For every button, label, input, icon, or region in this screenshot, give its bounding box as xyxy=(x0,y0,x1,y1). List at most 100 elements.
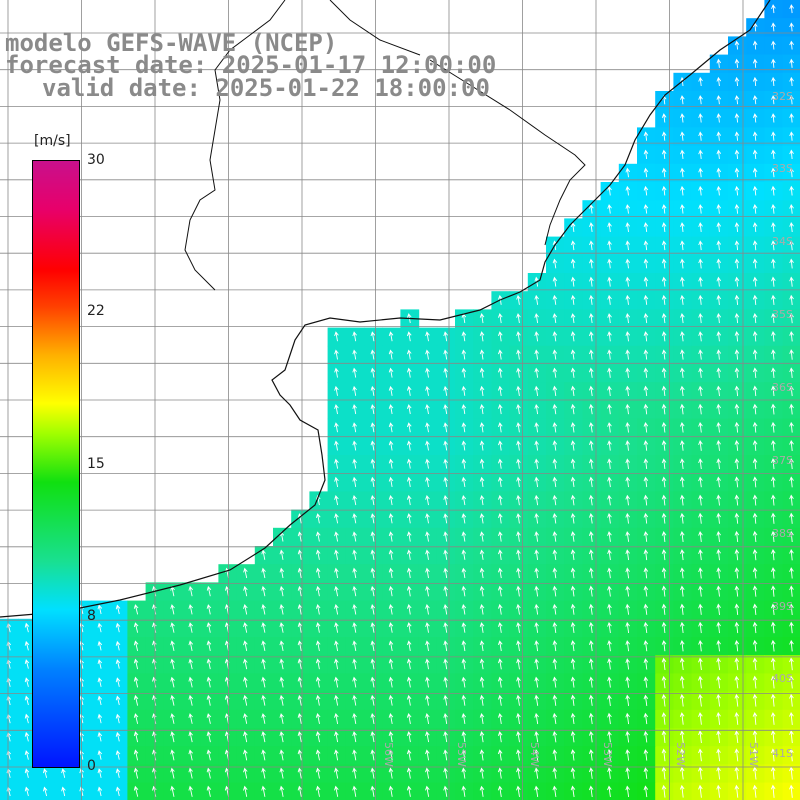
wind-arrow xyxy=(643,331,649,342)
wind-arrow xyxy=(261,585,266,597)
wind-arrow xyxy=(716,458,721,470)
wind-arrow xyxy=(570,712,576,725)
wind-arrow xyxy=(370,603,376,615)
wind-arrow xyxy=(552,621,558,633)
wind-arrow xyxy=(588,458,594,469)
wind-arrow xyxy=(789,639,794,652)
wind-arrow xyxy=(425,349,430,360)
wind-arrow xyxy=(716,657,721,671)
wind-arrow xyxy=(698,639,703,652)
wind-arrow xyxy=(770,549,776,561)
wind-arrow xyxy=(770,766,776,780)
wind-arrow xyxy=(243,567,248,579)
wind-arrow xyxy=(133,658,139,670)
wind-arrow xyxy=(425,476,430,487)
wind-arrow xyxy=(352,476,357,487)
wind-arrow xyxy=(352,731,357,743)
wind-arrow xyxy=(352,494,357,506)
wind-arrow xyxy=(607,313,612,324)
wind-arrow xyxy=(625,567,630,579)
wind-arrow xyxy=(552,476,558,488)
wind-arrow xyxy=(643,167,649,178)
wind-arrow xyxy=(588,785,594,798)
wind-arrow xyxy=(297,585,303,597)
wind-arrow xyxy=(643,204,649,214)
wind-arrow xyxy=(661,276,667,287)
wind-arrow xyxy=(752,40,758,50)
wind-arrow xyxy=(461,476,467,487)
wind-arrow xyxy=(789,585,794,597)
wind-arrow xyxy=(497,513,503,524)
wind-arrow xyxy=(334,785,339,797)
wind-arrow xyxy=(771,95,776,105)
wind-arrow xyxy=(625,658,630,670)
wind-arrow xyxy=(497,603,503,615)
wind-arrow xyxy=(789,567,794,579)
wind-arrow xyxy=(734,222,740,232)
wind-arrow xyxy=(716,603,721,615)
wind-arrow xyxy=(625,258,631,269)
wind-arrow xyxy=(789,766,794,780)
wind-arrow xyxy=(643,222,649,232)
wind-arrow xyxy=(552,640,558,652)
wind-arrow xyxy=(752,331,758,342)
wind-arrow xyxy=(698,113,703,123)
wind-arrow xyxy=(698,693,703,707)
wind-arrow xyxy=(388,458,394,469)
wind-arrow xyxy=(679,621,685,634)
wind-arrow xyxy=(661,294,667,305)
wind-arrow xyxy=(716,476,721,488)
wind-arrow xyxy=(334,349,339,360)
wind-arrow xyxy=(625,222,631,232)
wind-arrow xyxy=(789,258,794,269)
wind-arrow xyxy=(352,404,357,415)
wind-arrow xyxy=(752,693,758,707)
wind-arrow xyxy=(789,530,794,543)
wind-arrow xyxy=(170,767,175,779)
wind-arrow xyxy=(752,567,758,579)
wind-arrow xyxy=(461,676,467,688)
wind-arrow xyxy=(297,567,303,579)
wind-arrow xyxy=(534,749,539,761)
wind-arrow xyxy=(734,312,740,324)
wind-arrow xyxy=(588,549,594,561)
wind-arrow xyxy=(771,349,776,360)
wind-arrow xyxy=(370,767,376,779)
wind-arrow xyxy=(680,312,685,324)
wind-arrow xyxy=(516,458,521,469)
wind-arrow xyxy=(370,549,376,560)
wind-arrow xyxy=(698,95,703,105)
wind-arrow xyxy=(443,731,448,743)
wind-arrow xyxy=(570,567,576,579)
wind-arrow xyxy=(716,621,721,634)
wind-arrow xyxy=(516,640,521,652)
wind-arrow xyxy=(789,621,794,634)
wind-arrow xyxy=(752,294,758,305)
wind-arrow xyxy=(643,549,649,561)
wind-arrow xyxy=(661,458,667,469)
wind-arrow xyxy=(770,712,776,725)
wind-arrow xyxy=(607,767,612,779)
wind-arrow xyxy=(789,4,794,14)
wind-arrow xyxy=(588,403,594,415)
wind-arrow xyxy=(680,331,685,342)
wind-arrow xyxy=(406,422,412,433)
wind-arrow xyxy=(388,585,394,597)
wind-arrow xyxy=(479,367,485,378)
wind-arrow xyxy=(680,294,685,305)
wind-arrow xyxy=(352,658,357,670)
wind-arrow xyxy=(516,785,521,797)
wind-arrow xyxy=(734,549,740,561)
wind-arrow xyxy=(770,512,776,524)
wind-arrow xyxy=(406,767,412,779)
wind-arrow xyxy=(734,748,740,762)
wind-arrow xyxy=(279,713,285,724)
wind-arrow xyxy=(752,748,758,762)
wind-arrow xyxy=(607,512,612,524)
wind-arrow xyxy=(734,621,740,634)
lon-label: 52W xyxy=(674,742,687,767)
wind-arrow xyxy=(698,76,703,87)
wind-arrow xyxy=(443,404,448,415)
wind-arrow xyxy=(716,95,722,105)
wind-arrow xyxy=(334,603,339,615)
